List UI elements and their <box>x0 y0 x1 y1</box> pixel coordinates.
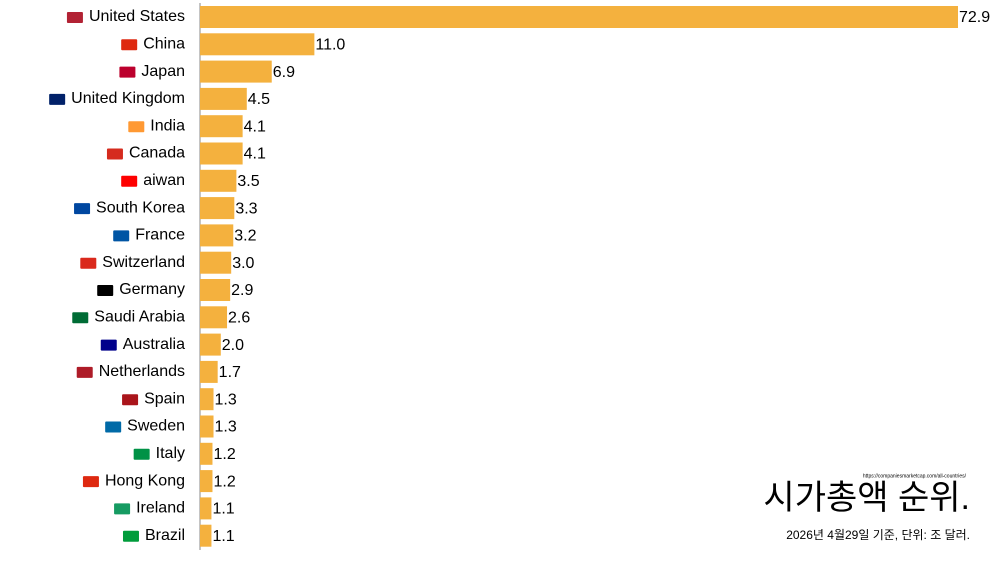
bar <box>200 169 237 192</box>
bar <box>200 333 221 356</box>
flag-icon <box>133 448 150 460</box>
flag-icon <box>128 121 145 133</box>
flag-icon <box>105 421 122 433</box>
flag-icon <box>106 148 123 160</box>
chart-subtitle: 2026년 4월29일 기준, 단위: 조 달러. <box>786 528 970 542</box>
flag-icon <box>121 39 138 51</box>
category-label: Brazil <box>145 527 185 544</box>
category-label: South Korea <box>96 199 185 216</box>
flag-icon <box>114 503 131 515</box>
category-label: Spain <box>144 390 185 407</box>
value-label: 1.7 <box>219 364 241 381</box>
value-label: 3.5 <box>237 173 259 190</box>
chart-title: 시가총액 순위. <box>763 479 970 517</box>
category-label: Saudi Arabia <box>94 309 185 326</box>
category-label: Germany <box>119 281 185 298</box>
bar <box>200 524 212 547</box>
value-label: 2.0 <box>222 337 244 354</box>
bar <box>200 470 213 493</box>
value-label: 1.2 <box>213 473 235 490</box>
value-label: 4.5 <box>248 91 270 108</box>
flag-icon <box>49 93 66 105</box>
category-label: Ireland <box>136 500 185 517</box>
flag-icon <box>97 285 114 296</box>
bar <box>200 360 218 383</box>
category-label: Italy <box>156 445 185 462</box>
bar <box>200 415 214 438</box>
flag-icon <box>66 12 83 23</box>
flag-icon <box>121 175 138 187</box>
value-label: 2.6 <box>228 310 250 327</box>
bar <box>200 33 315 56</box>
category-label: Switzerland <box>102 254 185 271</box>
value-label: 1.1 <box>212 501 234 518</box>
bar <box>200 306 228 329</box>
flag-icon <box>72 312 89 324</box>
category-label: Netherlands <box>99 363 185 380</box>
category-label: Japan <box>141 63 185 80</box>
category-label: Sweden <box>127 418 185 435</box>
bar <box>200 6 958 28</box>
bar <box>200 442 213 465</box>
bar <box>200 497 212 520</box>
category-label: Australia <box>123 336 185 353</box>
bar <box>200 251 232 274</box>
flag-icon <box>113 230 130 242</box>
value-label: 2.9 <box>231 282 253 299</box>
value-label: 4.1 <box>244 146 266 163</box>
value-label: 3.0 <box>232 255 254 272</box>
value-label: 4.1 <box>244 118 266 135</box>
category-label: United Kingdom <box>71 90 185 107</box>
value-label: 11.0 <box>315 37 345 54</box>
value-label: 1.1 <box>212 528 234 545</box>
flag-icon <box>76 366 93 378</box>
flag-icon <box>82 476 99 488</box>
source: https://companiesmarketcap.com/all-count… <box>863 473 967 479</box>
value-label: 6.9 <box>273 64 295 81</box>
value-label: 1.3 <box>215 419 237 436</box>
bar <box>200 279 231 301</box>
value-label: 1.2 <box>213 446 235 463</box>
bar <box>200 388 214 411</box>
flag-icon <box>74 203 91 215</box>
category-label: Hong Kong <box>105 472 185 489</box>
bar <box>200 115 243 138</box>
flag-icon <box>122 530 139 542</box>
bar <box>200 197 235 220</box>
category-label: United States <box>89 8 185 25</box>
bar <box>200 87 247 110</box>
bar <box>200 142 243 165</box>
flag-icon <box>119 66 136 78</box>
value-label: 3.3 <box>235 200 257 217</box>
category-label: aiwan <box>143 172 185 189</box>
category-label: China <box>143 36 185 53</box>
category-label: India <box>150 117 185 134</box>
value-label: 3.2 <box>234 228 256 245</box>
bar <box>200 224 234 247</box>
category-label: Canada <box>129 145 185 162</box>
flag-icon <box>122 394 139 406</box>
flag-icon <box>80 257 97 269</box>
value-label: 72.9 <box>959 9 990 26</box>
flag-icon <box>100 339 117 351</box>
category-label: France <box>135 227 185 244</box>
value-label: 1.3 <box>215 391 237 408</box>
bar <box>200 60 272 83</box>
